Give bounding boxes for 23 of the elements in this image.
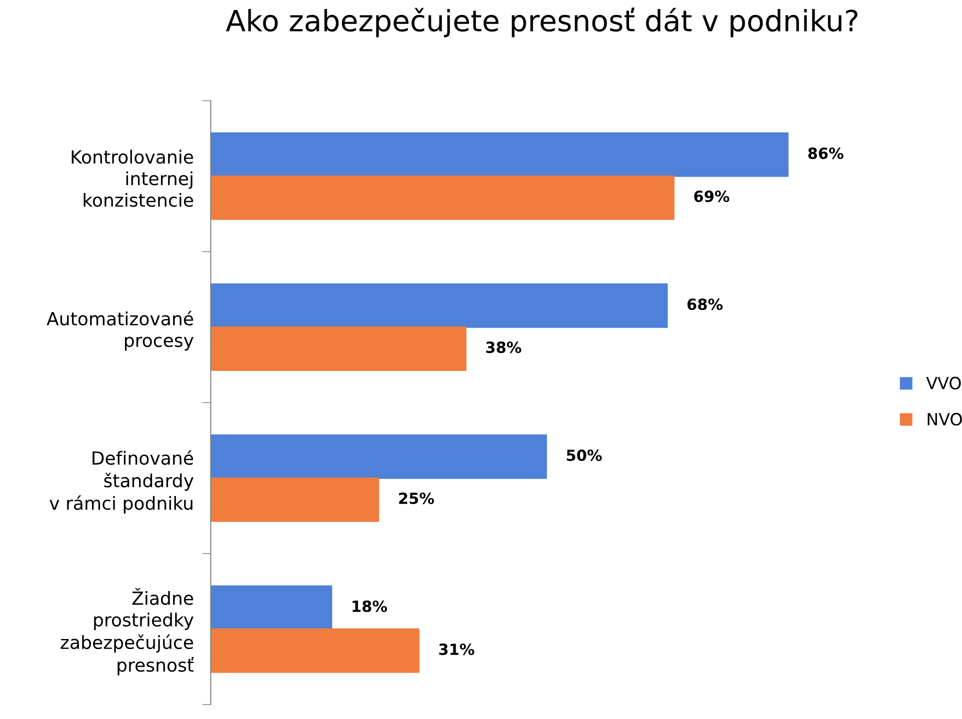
legend-label: VVO (926, 376, 961, 390)
legend-label: NVO (928, 412, 962, 426)
y-tick-label: Automatizované procesy (46, 310, 194, 351)
bar (210, 283, 668, 328)
y-tick-label: Kontrolovanie internej konzistencie (72, 150, 194, 207)
data-label: 38% (486, 342, 522, 354)
data-label: 50% (566, 449, 602, 462)
data-label: 31% (439, 644, 474, 656)
data-label: 18% (352, 600, 388, 612)
bar (210, 628, 420, 673)
bar (210, 175, 674, 220)
bar (210, 434, 547, 479)
bar (210, 132, 789, 177)
bar (210, 477, 380, 522)
data-label: 25% (399, 492, 434, 504)
data-label: 69% (694, 190, 730, 202)
y-tick-label: Žiadne prostriedky zabezpečujúce presnosť (60, 588, 194, 676)
data-label: 68% (687, 298, 723, 310)
data-label: 86% (808, 148, 844, 160)
y-tick-label: Definované štandardy v rámci podniku (50, 450, 194, 514)
bar (210, 585, 332, 630)
bar (210, 326, 466, 371)
chart-title: Ako zabezpečujete presnosť dát v podniku? (226, 8, 858, 38)
